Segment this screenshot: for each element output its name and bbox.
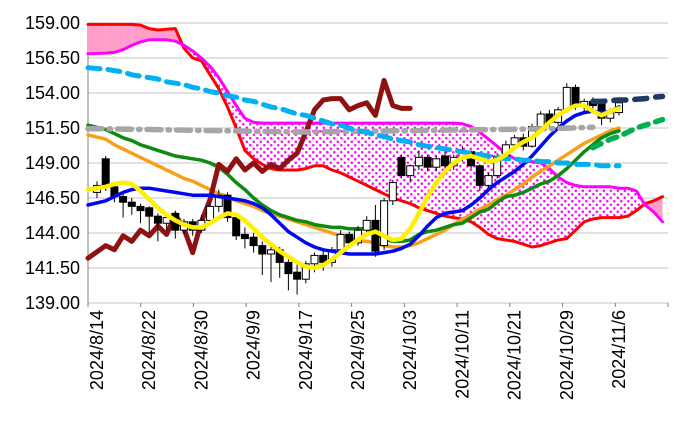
x-axis-label: 2024/8/14 [87, 310, 107, 390]
x-axis-label: 2024/10/11 [452, 310, 472, 399]
candle [362, 219, 371, 231]
candle [475, 165, 484, 186]
candle [162, 217, 171, 224]
y-axis-label: 156.50 [25, 48, 80, 68]
candle [301, 263, 310, 280]
candle [432, 158, 441, 168]
candles-layer [93, 83, 623, 295]
candle [258, 245, 267, 255]
series-blue-ma [86, 105, 621, 256]
x-axis-label: 2024/11/6 [609, 310, 629, 389]
x-axis-label: 2024/9/9 [244, 310, 264, 380]
y-axis-label: 139.00 [25, 293, 80, 313]
candle [414, 156, 423, 167]
x-axis-label: 2024/10/29 [557, 310, 577, 400]
candle [153, 215, 162, 224]
candle [119, 196, 128, 203]
candle [484, 175, 493, 186]
x-axis-label: 2024/8/30 [191, 310, 211, 390]
y-axis-label: 141.50 [25, 258, 80, 278]
candle [406, 165, 415, 177]
axis-labels: 159.00 156.50 154.00 151.50 149.00 146.50 144.… [25, 13, 629, 400]
candle [345, 233, 354, 244]
y-axis-label: 159.00 [25, 13, 80, 33]
candle [249, 236, 258, 247]
x-axis-label: 2024/10/21 [505, 310, 525, 400]
series-maroon-lagging [85, 77, 413, 261]
series-gray-flat-dashdot [85, 124, 596, 135]
candle [336, 233, 345, 251]
series-red-span-b [86, 22, 664, 249]
candle [223, 194, 232, 219]
candle [232, 217, 241, 237]
candle [371, 219, 380, 252]
candle [206, 205, 215, 221]
candle [441, 155, 449, 167]
candle [380, 200, 389, 247]
series-magenta-span-a [86, 38, 664, 224]
series-yellow-fast-ma [85, 103, 622, 271]
series-green-projection [590, 116, 666, 151]
candle [101, 158, 110, 188]
x-axis-label: 2024/9/25 [348, 310, 368, 390]
x-axis-label: 2024/10/3 [400, 310, 420, 390]
series-cyan-longterm-ma [85, 65, 622, 169]
candle [127, 201, 136, 207]
candle [293, 271, 302, 280]
candle [284, 261, 293, 275]
x-axis-label: 2024/8/22 [139, 310, 159, 390]
y-axis-label: 154.00 [25, 83, 80, 103]
candle [423, 156, 432, 168]
candle [240, 233, 249, 240]
y-axis-label: 149.00 [25, 153, 80, 173]
y-axis-label: 146.50 [25, 188, 80, 208]
series-navy-projection [590, 93, 666, 105]
candle [267, 249, 275, 255]
candle [310, 254, 319, 265]
candle [536, 113, 545, 128]
candle [388, 182, 397, 202]
x-axis-label: 2024/9/17 [296, 310, 316, 390]
candle [397, 156, 406, 177]
y-axis-label: 151.50 [25, 118, 80, 138]
lines-over-candles [85, 65, 666, 271]
y-axis-label: 144.00 [25, 223, 80, 243]
candle [136, 205, 145, 212]
candle [319, 254, 328, 263]
candle [510, 137, 519, 146]
candle [145, 207, 154, 217]
